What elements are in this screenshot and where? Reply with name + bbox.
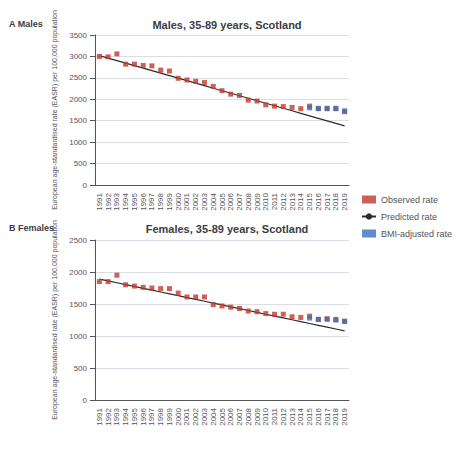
svg-text:2001: 2001 [182, 192, 191, 210]
svg-text:2005: 2005 [218, 407, 227, 425]
svg-text:2018: 2018 [331, 192, 340, 210]
svg-text:BMI-adjusted rate: BMI-adjusted rate [381, 229, 452, 239]
svg-text:1000: 1000 [69, 332, 87, 341]
svg-text:A Males: A Males [9, 19, 43, 29]
svg-text:2016: 2016 [314, 192, 323, 210]
svg-text:Males, 35-89 years, Scotland: Males, 35-89 years, Scotland [152, 19, 301, 31]
svg-text:2017: 2017 [323, 192, 332, 210]
svg-text:2012: 2012 [279, 407, 288, 425]
svg-text:2016: 2016 [314, 407, 323, 425]
svg-text:1995: 1995 [130, 192, 139, 210]
svg-text:0: 0 [83, 181, 88, 190]
svg-text:1998: 1998 [156, 192, 165, 210]
svg-text:2500: 2500 [69, 73, 87, 82]
svg-text:2012: 2012 [279, 192, 288, 210]
svg-text:1993: 1993 [112, 192, 121, 210]
svg-text:2009: 2009 [253, 192, 262, 210]
svg-text:2006: 2006 [226, 407, 235, 425]
svg-text:2015: 2015 [305, 407, 314, 425]
svg-text:1996: 1996 [139, 192, 148, 210]
svg-text:2004: 2004 [209, 407, 218, 425]
svg-text:Predicted rate: Predicted rate [381, 212, 437, 222]
svg-text:1991: 1991 [95, 192, 104, 210]
svg-text:1991: 1991 [95, 407, 104, 425]
svg-text:2018: 2018 [331, 407, 340, 425]
svg-text:2000: 2000 [174, 192, 183, 210]
svg-text:500: 500 [74, 364, 88, 373]
svg-text:2001: 2001 [182, 407, 191, 425]
svg-text:2006: 2006 [226, 192, 235, 210]
svg-text:2003: 2003 [200, 407, 209, 425]
svg-text:1994: 1994 [121, 192, 130, 210]
svg-text:2003: 2003 [200, 192, 209, 210]
svg-text:2010: 2010 [261, 407, 270, 425]
svg-text:2014: 2014 [296, 407, 305, 425]
svg-text:1997: 1997 [147, 407, 156, 425]
svg-text:B Females: B Females [9, 223, 54, 233]
svg-text:1500: 1500 [69, 116, 87, 125]
svg-text:2010: 2010 [261, 192, 270, 210]
svg-text:2009: 2009 [253, 407, 262, 425]
svg-text:2013: 2013 [288, 192, 297, 210]
svg-text:1995: 1995 [130, 407, 139, 425]
svg-text:0: 0 [83, 396, 88, 405]
svg-text:2011: 2011 [270, 192, 279, 210]
svg-text:2500: 2500 [69, 236, 87, 245]
svg-text:2017: 2017 [323, 407, 332, 425]
svg-text:1993: 1993 [112, 407, 121, 425]
svg-text:2015: 2015 [305, 192, 314, 210]
svg-text:2014: 2014 [296, 192, 305, 210]
svg-text:1996: 1996 [139, 407, 148, 425]
svg-text:2000: 2000 [69, 268, 87, 277]
svg-text:1997: 1997 [147, 192, 156, 210]
svg-text:2011: 2011 [270, 407, 279, 425]
svg-text:1992: 1992 [104, 192, 113, 210]
svg-text:2000: 2000 [69, 95, 87, 104]
svg-text:European age-standardised rate: European age-standardised rate (EASR) pe… [51, 220, 59, 420]
svg-text:Females, 35-89 years, Scotland: Females, 35-89 years, Scotland [146, 223, 309, 235]
svg-text:2008: 2008 [244, 192, 253, 210]
svg-text:2000: 2000 [174, 407, 183, 425]
svg-text:1994: 1994 [121, 407, 130, 425]
svg-text:1999: 1999 [165, 192, 174, 210]
svg-text:500: 500 [74, 159, 88, 168]
svg-text:3500: 3500 [69, 31, 87, 40]
svg-text:2013: 2013 [288, 407, 297, 425]
svg-text:2002: 2002 [191, 407, 200, 425]
svg-text:Observed rate: Observed rate [381, 195, 438, 205]
svg-text:1000: 1000 [69, 138, 87, 147]
svg-text:1500: 1500 [69, 300, 87, 309]
svg-text:2019: 2019 [340, 407, 349, 425]
svg-text:1998: 1998 [156, 407, 165, 425]
svg-text:2005: 2005 [218, 192, 227, 210]
svg-text:1999: 1999 [165, 407, 174, 425]
svg-text:2019: 2019 [340, 192, 349, 210]
svg-text:2008: 2008 [244, 407, 253, 425]
svg-text:2004: 2004 [209, 192, 218, 210]
svg-text:2007: 2007 [235, 192, 244, 210]
svg-text:2007: 2007 [235, 407, 244, 425]
svg-text:3000: 3000 [69, 52, 87, 61]
svg-text:1992: 1992 [104, 407, 113, 425]
svg-text:European age-standardised rate: European age-standardised rate (EASR) pe… [51, 10, 59, 210]
svg-text:2002: 2002 [191, 192, 200, 210]
